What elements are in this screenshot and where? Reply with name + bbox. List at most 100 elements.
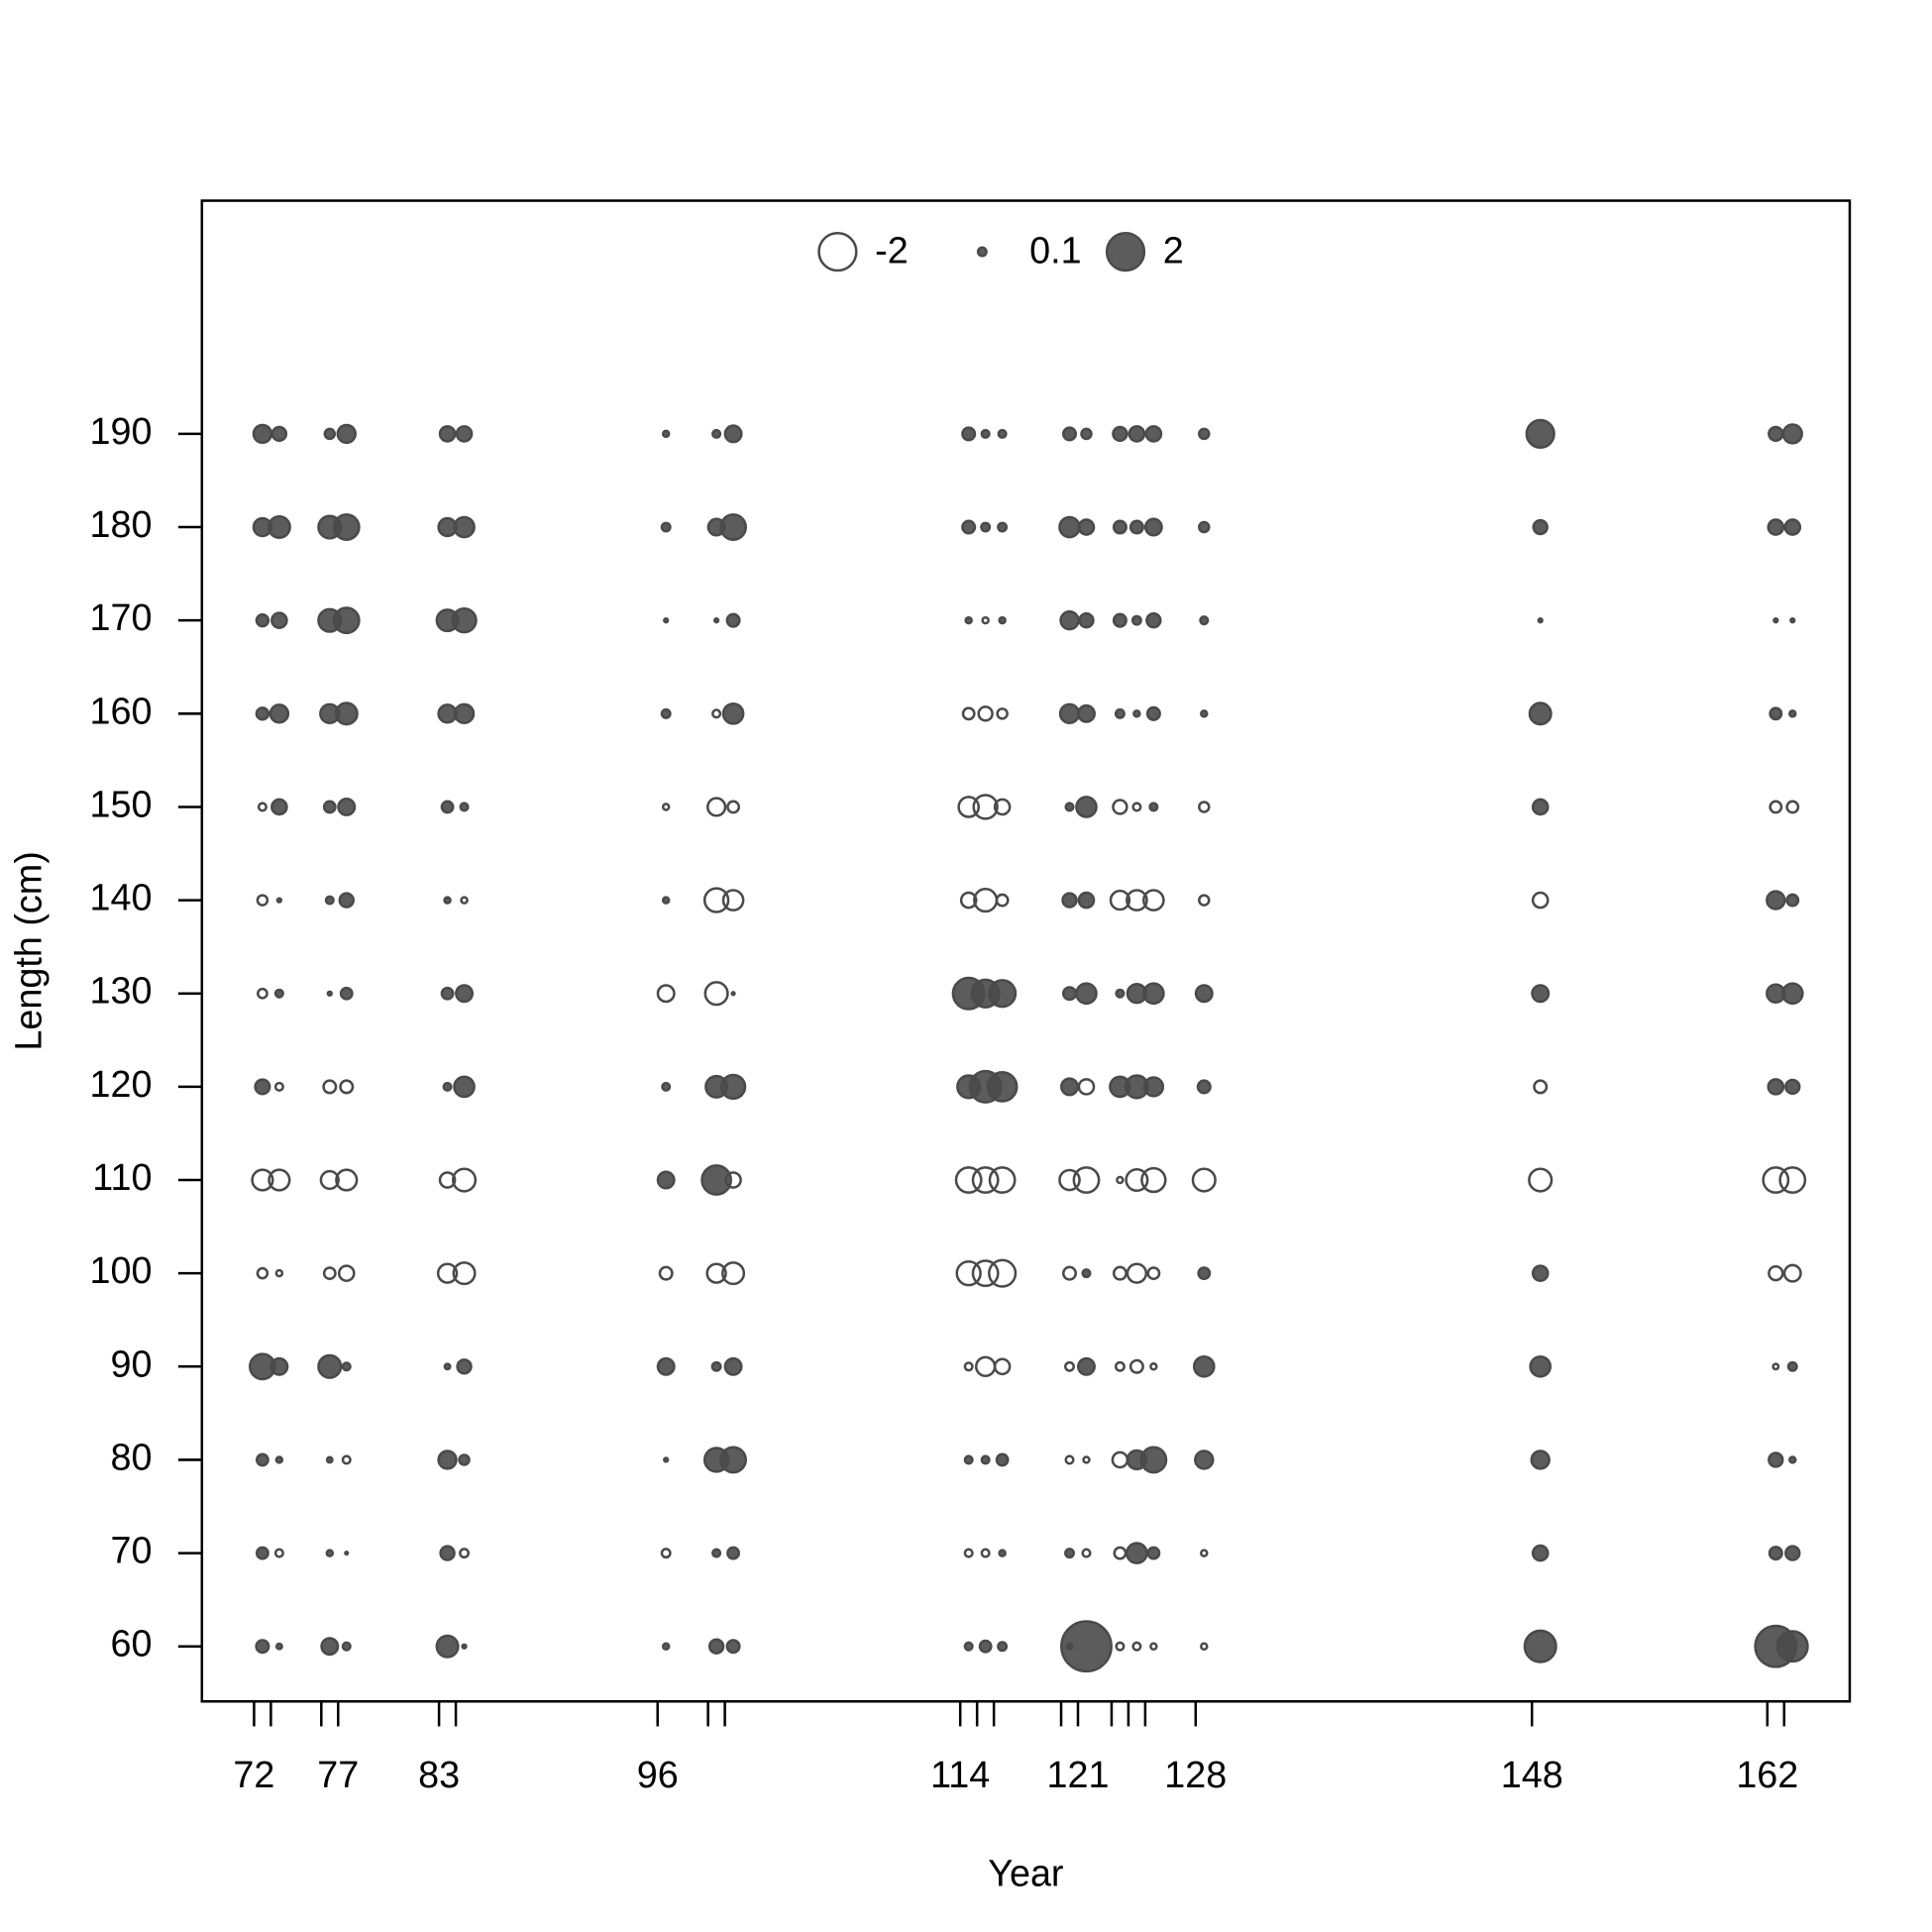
bubble: [1785, 893, 1800, 908]
bubble: [660, 707, 672, 719]
bubble: [1060, 1620, 1113, 1673]
bubble: [1144, 425, 1163, 443]
bubble: [1077, 703, 1096, 723]
bubble: [1064, 802, 1075, 812]
bubble: [1130, 614, 1142, 626]
y-tick-label: 90: [110, 1342, 152, 1384]
bubble: [317, 1353, 343, 1379]
bubble: [459, 802, 470, 812]
bubble: [1061, 1265, 1078, 1281]
y-tick-label: 130: [90, 970, 153, 1012]
bubble: [721, 1261, 746, 1286]
x-tick-label: 83: [418, 1754, 460, 1795]
bubble: [660, 1548, 672, 1559]
bubble: [1194, 984, 1214, 1004]
bubble: [1523, 1629, 1557, 1664]
bubble: [344, 1550, 350, 1556]
bubble: [255, 612, 270, 628]
bubble: [451, 606, 478, 634]
bubble: [1772, 617, 1779, 624]
bubble: [336, 423, 357, 445]
bubble: [1064, 1454, 1075, 1465]
bubble: [961, 519, 977, 535]
bubble: [1783, 518, 1802, 536]
bubble: [661, 803, 671, 811]
bubble: [255, 1546, 269, 1560]
bubble: [959, 891, 978, 910]
bubble: [274, 1268, 284, 1278]
bubble: [1784, 1078, 1801, 1096]
bubble: [324, 895, 335, 906]
bubble: [954, 1166, 983, 1194]
bubble: [437, 703, 458, 724]
bubble: [257, 802, 268, 812]
bubble: [711, 1548, 722, 1558]
bubble: [319, 1169, 340, 1191]
bubble: [706, 797, 727, 817]
bubble: [995, 1452, 1010, 1467]
bubble: [268, 703, 290, 724]
bubble: [1115, 1641, 1126, 1652]
bubble: [1142, 889, 1165, 912]
bubble: [1128, 1358, 1144, 1374]
bubble: [1125, 1168, 1149, 1193]
bubble: [453, 515, 476, 539]
bubble: [1127, 425, 1146, 443]
bubble: [1142, 982, 1165, 1006]
bubble: [1113, 1546, 1127, 1560]
bubble: [1191, 1167, 1217, 1193]
bubble: [1768, 1264, 1784, 1282]
bubble: [322, 1079, 338, 1095]
bubble: [1058, 1168, 1081, 1192]
bubble: [719, 1073, 747, 1101]
bubble: [337, 797, 357, 816]
y-tick-label: 60: [110, 1623, 152, 1664]
bubble: [268, 1168, 291, 1192]
bubble: [435, 1634, 460, 1659]
bubble: [1112, 1265, 1127, 1281]
bubble: [1198, 801, 1211, 813]
bubble: [660, 521, 672, 533]
bubble: [451, 1167, 478, 1193]
bubble: [1075, 796, 1098, 818]
bubble: [721, 889, 745, 912]
legend-label: 2: [1163, 229, 1184, 270]
bubble: [998, 615, 1007, 625]
bubble: [1112, 612, 1127, 628]
bubble: [1769, 800, 1783, 814]
bubble: [443, 1362, 452, 1371]
bubble: [1198, 894, 1211, 907]
bubble: [1197, 1266, 1212, 1281]
bubble: [1080, 427, 1093, 441]
bubble: [1769, 706, 1783, 721]
bubble: [977, 705, 994, 722]
bubble: [996, 707, 1009, 720]
bubble: [656, 1356, 676, 1376]
bubble: [997, 428, 1008, 439]
bubble: [997, 521, 1009, 533]
bubble: [456, 1358, 473, 1375]
bubble: [1148, 802, 1159, 812]
plot-frame: [200, 199, 1852, 1703]
bubble: [1789, 617, 1796, 624]
bubble: [1529, 1354, 1553, 1378]
bubble: [663, 617, 670, 624]
bubble: [971, 1259, 1000, 1288]
bubble: [453, 702, 476, 725]
bubble: [1781, 423, 1803, 445]
bubble: [1780, 982, 1804, 1006]
bubble: [661, 1642, 671, 1651]
bubble: [452, 1261, 477, 1286]
bubble: [726, 1546, 741, 1560]
bubble: [338, 892, 355, 909]
bubble: [1114, 1360, 1126, 1372]
bubble: [255, 706, 270, 721]
bubble: [964, 615, 973, 625]
bubble: [273, 1081, 284, 1092]
bubble: [986, 1071, 1019, 1103]
bubble: [1192, 1354, 1216, 1378]
bubble: [988, 1166, 1017, 1194]
bubble: [719, 1446, 748, 1474]
x-axis-label: Year: [988, 1852, 1063, 1893]
bubble: [1194, 1449, 1215, 1470]
